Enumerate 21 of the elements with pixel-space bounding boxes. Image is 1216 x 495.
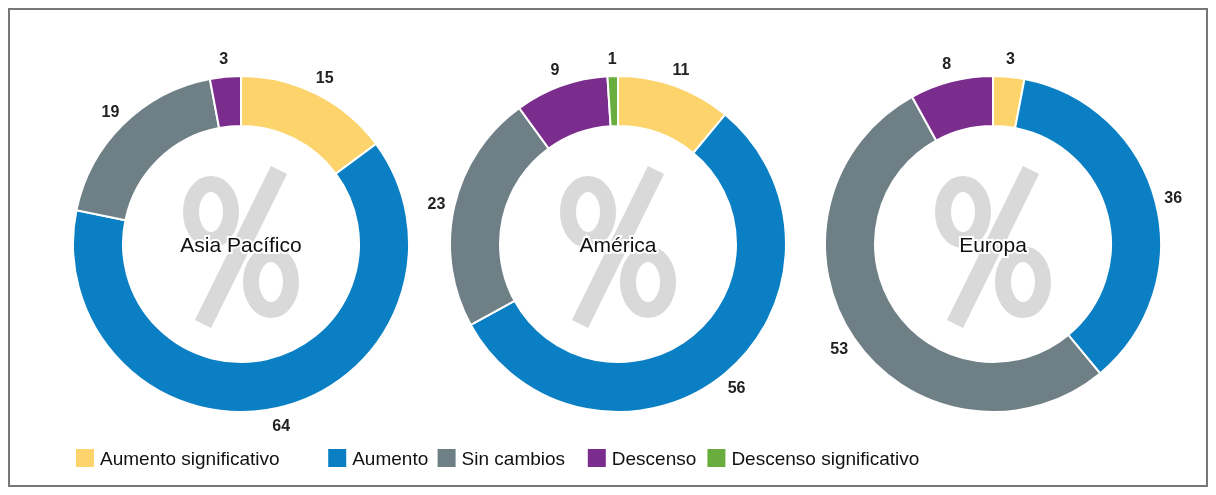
data-label: 8 [942,55,952,73]
data-label: 36 [1164,189,1183,207]
data-label: 15 [315,69,334,87]
legend-label: Descenso [611,447,697,469]
legend-label: Sin cambios [461,447,566,469]
data-label: 1 [607,49,617,67]
data-label: 3 [1006,50,1016,68]
legend-label: Aumento [352,447,429,469]
data-label: 19 [101,102,120,120]
legend-label: Descenso significativo [731,447,920,469]
data-label: 56 [727,378,746,396]
text: América [579,232,657,256]
data-label: 9 [550,60,560,78]
text: Asia Pacífico [180,232,302,256]
legend-label: Aumento significativo [100,447,280,469]
data-label: 23 [427,194,446,212]
text: Europa [959,232,1028,256]
data-label: 3 [219,50,229,68]
data-label: 11 [672,60,690,78]
data-label: 53 [830,340,849,358]
data-label: 64 [272,417,291,435]
